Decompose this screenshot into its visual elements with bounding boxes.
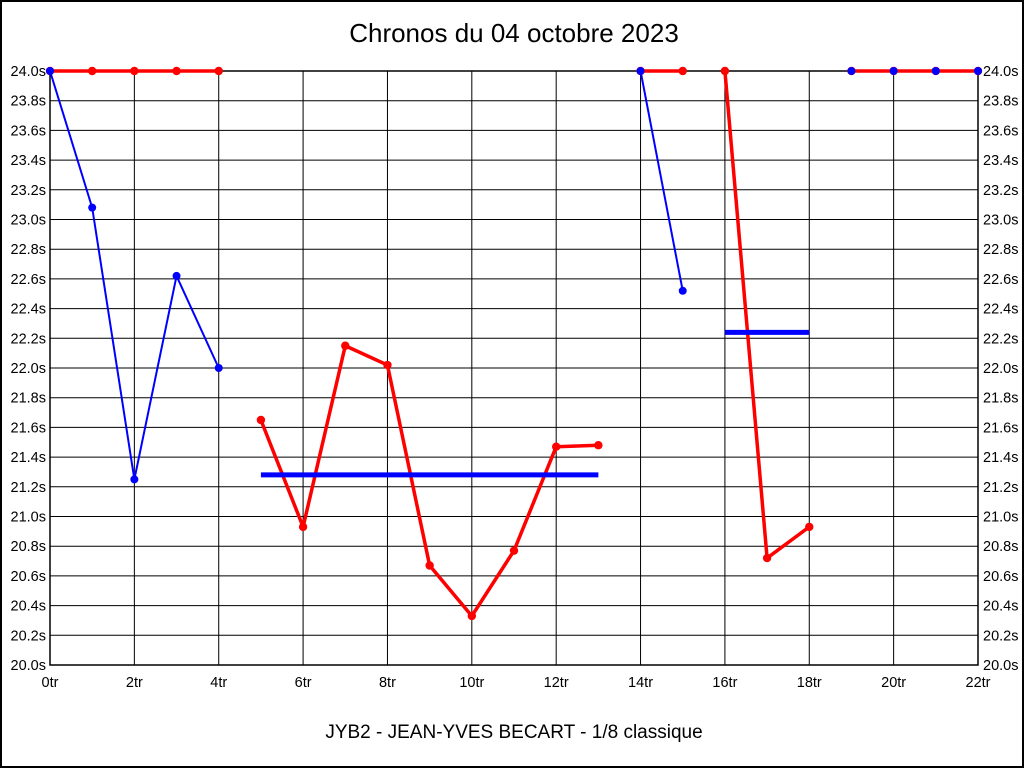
y-axis-tick-label-left: 20.8s bbox=[11, 539, 46, 555]
x-axis-tick-label: 0tr bbox=[42, 675, 59, 691]
data-point-chrono-red bbox=[509, 546, 519, 555]
x-axis-tick-label: 4tr bbox=[210, 675, 227, 691]
y-axis-tick-label-right: 20.6s bbox=[983, 569, 1018, 585]
y-axis-tick-label-right: 20.0s bbox=[983, 658, 1018, 674]
data-point-chrono-blue bbox=[88, 203, 97, 212]
data-point-chrono-red bbox=[594, 441, 603, 450]
y-axis-tick-label-right: 23.4s bbox=[983, 153, 1018, 169]
y-axis-tick-label-right: 20.4s bbox=[983, 599, 1018, 615]
data-point-chrono-red bbox=[341, 341, 350, 350]
y-axis-tick-label-left: 21.4s bbox=[11, 450, 46, 466]
y-axis-tick-label-right: 24.0s bbox=[983, 64, 1018, 80]
y-axis-tick-label-left: 22.4s bbox=[11, 302, 46, 318]
y-axis-tick-label-right: 22.0s bbox=[983, 361, 1018, 377]
y-axis-tick-label-right: 22.8s bbox=[983, 242, 1018, 258]
y-axis-tick-label-left: 20.4s bbox=[11, 599, 46, 615]
y-axis-tick-label-left: 20.0s bbox=[11, 658, 46, 674]
x-axis-tick-label: 2tr bbox=[126, 675, 143, 691]
x-axis-tick-label: 8tr bbox=[379, 675, 396, 691]
y-axis-tick-label-right: 23.0s bbox=[983, 213, 1018, 229]
x-axis-tick-label: 12tr bbox=[544, 675, 569, 691]
y-axis-tick-label-right: 23.6s bbox=[983, 123, 1018, 139]
y-axis-tick-label-right: 22.4s bbox=[983, 302, 1018, 318]
y-axis-tick-label-left: 21.0s bbox=[11, 510, 46, 526]
x-axis-tick-label: 16tr bbox=[712, 675, 737, 691]
y-axis-tick-label-left: 23.8s bbox=[11, 94, 46, 110]
y-axis-tick-label-left: 22.8s bbox=[11, 242, 46, 258]
x-axis-tick-label: 6tr bbox=[295, 675, 312, 691]
y-axis-tick-label-right: 21.2s bbox=[983, 480, 1018, 496]
x-axis-tick-label: 18tr bbox=[797, 675, 822, 691]
x-axis-tick-label: 10tr bbox=[459, 675, 484, 691]
driver-caption: JYB2 - JEAN-YVES BECART - 1/8 classique bbox=[325, 722, 703, 743]
y-axis-tick-label-right: 23.2s bbox=[983, 183, 1018, 199]
page-title: Chronos du 04 octobre 2023 bbox=[349, 18, 679, 48]
data-point-chrono-red bbox=[425, 561, 434, 570]
plot-border bbox=[49, 70, 979, 666]
y-axis-tick-label-right: 21.8s bbox=[983, 391, 1018, 407]
y-axis-tick-label-right: 20.2s bbox=[983, 628, 1018, 644]
x-axis-tick-label: 14tr bbox=[628, 675, 653, 691]
y-axis-tick-label-left: 20.6s bbox=[11, 569, 46, 585]
y-axis-tick-label-left: 22.2s bbox=[11, 331, 46, 347]
data-point-chrono-blue bbox=[214, 364, 223, 372]
data-point-chrono-red bbox=[762, 553, 772, 563]
data-point-chrono-red bbox=[130, 66, 139, 76]
data-point-chrono-red bbox=[678, 66, 687, 76]
data-point-chrono-red bbox=[256, 415, 266, 425]
y-axis-tick-label-right: 21.6s bbox=[983, 420, 1018, 436]
data-point-chrono-blue bbox=[847, 67, 856, 75]
y-axis-tick-label-right: 21.4s bbox=[983, 450, 1018, 466]
y-axis-tick-label-right: 22.6s bbox=[983, 272, 1018, 288]
data-point-chrono-blue bbox=[889, 67, 898, 75]
x-axis-tick-label: 20tr bbox=[881, 675, 906, 691]
data-point-chrono-red bbox=[172, 66, 181, 76]
y-axis-tick-label-left: 23.2s bbox=[11, 183, 46, 199]
y-axis-tick-label-right: 20.8s bbox=[983, 539, 1018, 555]
y-axis-tick-label-left: 24.0s bbox=[11, 64, 46, 80]
data-point-chrono-red bbox=[551, 442, 561, 451]
data-point-chrono-blue bbox=[931, 67, 940, 75]
y-axis-tick-label-left: 21.2s bbox=[11, 480, 46, 496]
data-point-chrono-blue bbox=[172, 271, 181, 280]
data-point-chrono-red bbox=[383, 360, 392, 370]
y-axis-tick-label-left: 23.0s bbox=[11, 213, 46, 229]
data-point-chrono-blue bbox=[678, 286, 687, 295]
series-line-chrono-red bbox=[723, 70, 811, 560]
y-axis-tick-label-right: 23.8s bbox=[983, 94, 1018, 110]
data-point-chrono-red bbox=[720, 66, 730, 76]
y-axis-tick-label-left: 21.8s bbox=[11, 391, 46, 407]
y-axis-tick-label-left: 22.6s bbox=[11, 272, 46, 288]
x-axis-tick-label: 22tr bbox=[966, 675, 991, 691]
y-axis-tick-label-left: 22.0s bbox=[11, 361, 46, 377]
data-point-chrono-blue bbox=[130, 475, 139, 484]
data-point-chrono-blue bbox=[46, 67, 54, 75]
data-point-chrono-red bbox=[87, 66, 97, 76]
data-point-chrono-blue bbox=[636, 67, 645, 75]
y-axis-tick-label-left: 23.6s bbox=[11, 123, 46, 139]
y-axis-tick-label-left: 21.6s bbox=[11, 420, 46, 436]
data-point-chrono-red bbox=[467, 611, 477, 621]
data-point-chrono-red bbox=[805, 522, 814, 532]
y-axis-tick-label-right: 21.0s bbox=[983, 510, 1018, 526]
y-axis-tick-label-left: 20.2s bbox=[11, 628, 46, 644]
data-point-chrono-blue bbox=[974, 67, 982, 75]
data-point-chrono-red bbox=[298, 522, 308, 532]
data-point-chrono-red bbox=[214, 66, 223, 76]
y-axis-tick-label-right: 22.2s bbox=[983, 331, 1018, 347]
y-axis-tick-label-left: 23.4s bbox=[11, 153, 46, 169]
series-line-chrono-blue bbox=[639, 70, 684, 291]
